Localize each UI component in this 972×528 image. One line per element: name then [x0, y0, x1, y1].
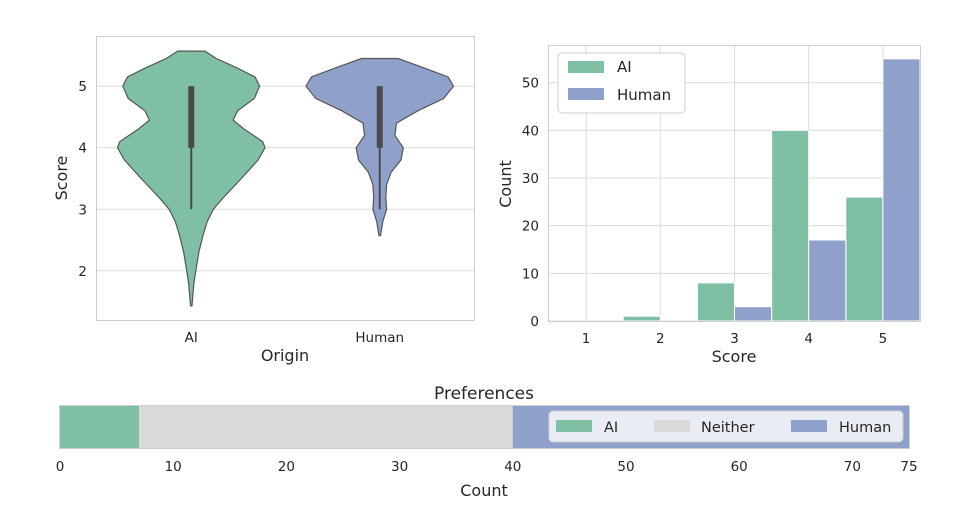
preferences-legend-box — [548, 410, 904, 443]
violin-y-tick-label: 2 — [78, 264, 87, 280]
violin-y-tick-label: 3 — [78, 202, 87, 218]
preferences-x-tick-label: 70 — [844, 459, 861, 475]
preferences-x-tick-label: 75 — [900, 459, 917, 475]
histogram-x-tick-label: 1 — [582, 331, 591, 347]
violin-y-tick-label: 4 — [78, 141, 87, 157]
preferences-frame — [59, 405, 910, 449]
preferences-x-axis-label: Count — [460, 481, 508, 500]
histogram-bar-human — [808, 239, 847, 322]
histogram-frame — [548, 45, 921, 322]
preferences-x-tick-label: 0 — [56, 459, 65, 475]
histogram-y-axis-label: Count — [496, 160, 515, 208]
violin-tick-labels: 2 3 4 5 AI Human — [78, 79, 404, 346]
histogram-bar-ai — [771, 129, 810, 322]
histogram-y-tick-label: 40 — [522, 123, 539, 139]
legend-label-human: Human — [617, 86, 671, 104]
histogram-y-tick-label: 50 — [522, 76, 539, 92]
preferences-panel: Preferences 0 10 20 30 40 50 60 70 75 Count AI N… — [56, 384, 918, 500]
violin-iqr-box — [376, 86, 383, 148]
violin-x-axis-label: Origin — [261, 346, 309, 365]
histogram-x-tick-label: 2 — [656, 331, 665, 347]
violin-y-tick-label: 5 — [78, 79, 87, 95]
violin-x-tick-label: Human — [355, 330, 404, 346]
legend-swatch-neither — [654, 420, 690, 432]
preferences-title: Preferences — [434, 384, 534, 404]
histogram-bars — [622, 58, 921, 322]
legend-swatch-human — [791, 420, 827, 432]
histogram-bar-human — [734, 306, 773, 322]
histogram-x-tick-label: 3 — [730, 331, 739, 347]
violin-iqr-box — [188, 86, 195, 148]
preferences-x-tick-label: 30 — [391, 459, 408, 475]
preferences-x-tick-label: 60 — [731, 459, 748, 475]
histogram-bar-ai — [622, 315, 661, 322]
preferences-tick-labels: 0 10 20 30 40 50 60 70 75 — [56, 459, 918, 475]
histogram-x-tick-label: 5 — [879, 331, 888, 347]
legend-label-ai: AI — [604, 420, 618, 436]
violin-x-tick-label: AI — [185, 330, 198, 346]
histogram-bar-ai — [845, 196, 884, 322]
preferences-x-tick-label: 20 — [278, 459, 295, 475]
histogram-y-tick-label: 0 — [530, 314, 539, 330]
histogram-x-tick-label: 4 — [804, 331, 813, 347]
legend-label-ai: AI — [617, 58, 632, 76]
preferences-bar-ai — [60, 406, 140, 448]
violins — [116, 50, 455, 307]
preferences-legend: AI Neither Human — [548, 410, 904, 443]
legend-label-neither: Neither — [701, 420, 755, 436]
histogram-y-tick-label: 20 — [522, 219, 539, 235]
histogram-x-axis-label: Score — [712, 347, 757, 366]
legend-swatch-ai — [568, 61, 604, 73]
violin-panel: 2 3 4 5 AI Human Origin Score — [52, 36, 475, 365]
preferences-x-tick-label: 40 — [504, 459, 521, 475]
legend-swatch-human — [568, 88, 604, 100]
legend-label-human: Human — [839, 420, 891, 436]
histogram-tick-labels: 0 10 20 30 40 50 1 2 3 4 5 — [522, 76, 887, 347]
violin-y-axis-label: Score — [52, 156, 71, 201]
preferences-bar-neither — [139, 406, 513, 448]
histogram-y-tick-label: 10 — [522, 266, 539, 282]
histogram-panel: 0 10 20 30 40 50 1 2 3 4 5 Score Count AI Human — [496, 45, 921, 366]
histogram-legend: AI Human — [557, 52, 686, 114]
histogram-bar-human — [882, 58, 921, 322]
preferences-x-tick-label: 10 — [165, 459, 182, 475]
preferences-x-tick-label: 50 — [617, 459, 634, 475]
histogram-y-tick-label: 30 — [522, 171, 539, 187]
legend-swatch-ai — [556, 420, 592, 432]
histogram-bar-ai — [696, 282, 736, 322]
violin-frame — [96, 36, 475, 321]
